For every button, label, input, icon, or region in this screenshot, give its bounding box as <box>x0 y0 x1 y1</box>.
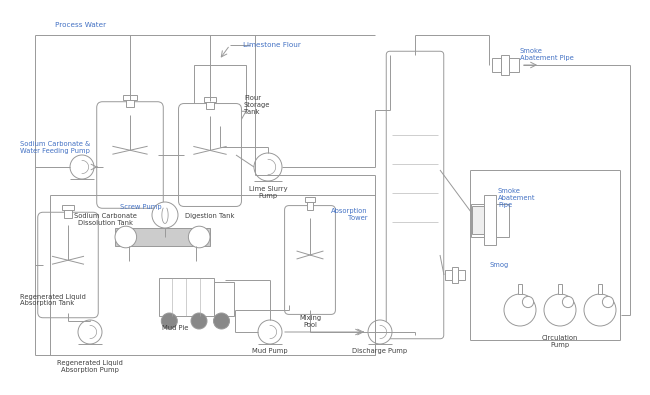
Bar <box>206 102 214 109</box>
Text: Sodium Carbonate &
Water Feeding Pump: Sodium Carbonate & Water Feeding Pump <box>20 141 90 154</box>
Text: Circulation
Pump: Circulation Pump <box>542 335 578 348</box>
Text: Absorption
Tower: Absorption Tower <box>332 209 368 222</box>
Bar <box>458 270 465 280</box>
Bar <box>518 284 522 294</box>
Bar <box>501 55 508 75</box>
Text: Process Water: Process Water <box>55 22 106 28</box>
Text: Discharge Pump: Discharge Pump <box>352 348 408 354</box>
Bar <box>64 210 72 218</box>
FancyBboxPatch shape <box>386 51 444 339</box>
Circle shape <box>523 296 534 308</box>
Bar <box>62 205 74 210</box>
Circle shape <box>584 294 616 326</box>
Bar <box>194 64 246 111</box>
Text: Digestion Tank: Digestion Tank <box>185 213 235 219</box>
Bar <box>305 197 315 202</box>
Text: Mixing
Pool: Mixing Pool <box>299 315 321 328</box>
Text: Mud Pump: Mud Pump <box>252 348 288 354</box>
FancyBboxPatch shape <box>97 102 163 208</box>
Bar <box>212 143 227 154</box>
Bar <box>126 100 134 107</box>
Circle shape <box>78 320 102 344</box>
Text: Regenerated Liquid
Absorption Tank: Regenerated Liquid Absorption Tank <box>20 293 86 307</box>
Bar <box>471 203 484 237</box>
Bar <box>452 267 458 283</box>
Text: Regenerated Liquid
Absorption Pump: Regenerated Liquid Absorption Pump <box>57 360 123 373</box>
Bar <box>508 58 519 71</box>
Bar <box>203 97 216 102</box>
Circle shape <box>191 313 207 329</box>
Text: Smog: Smog <box>490 262 509 268</box>
Bar <box>496 203 509 237</box>
Circle shape <box>504 294 536 326</box>
Bar <box>491 58 501 71</box>
Text: Smoke
Abatement Pipe: Smoke Abatement Pipe <box>520 48 574 61</box>
Bar <box>445 270 452 280</box>
Bar <box>124 95 136 100</box>
Polygon shape <box>194 111 246 143</box>
Text: Sodium Carbonate
Dissolution Tank: Sodium Carbonate Dissolution Tank <box>73 213 136 226</box>
Circle shape <box>161 313 177 329</box>
Text: Mud Pie: Mud Pie <box>162 325 188 331</box>
Circle shape <box>368 320 392 344</box>
Circle shape <box>562 296 573 308</box>
Text: Lime Slurry
Pump: Lime Slurry Pump <box>249 186 287 199</box>
Text: Screw Pump: Screw Pump <box>120 204 162 210</box>
Text: Limestone Flour: Limestone Flour <box>243 42 301 48</box>
Bar <box>214 282 234 316</box>
Bar <box>159 278 214 316</box>
FancyBboxPatch shape <box>179 103 241 207</box>
Bar <box>558 284 562 294</box>
Bar <box>598 284 602 294</box>
Circle shape <box>544 294 576 326</box>
Circle shape <box>152 202 178 228</box>
FancyBboxPatch shape <box>285 205 335 314</box>
Text: Flour
Storage
Tank: Flour Storage Tank <box>244 95 270 115</box>
Bar <box>115 228 210 246</box>
Circle shape <box>70 155 94 179</box>
Bar <box>484 195 496 245</box>
Circle shape <box>254 153 282 181</box>
Bar <box>307 202 313 210</box>
Circle shape <box>115 226 136 248</box>
Bar <box>472 206 484 234</box>
Circle shape <box>188 226 210 248</box>
Circle shape <box>258 320 282 344</box>
FancyBboxPatch shape <box>38 212 98 318</box>
Circle shape <box>213 313 229 329</box>
Text: Smoke
Abatement
Pipe: Smoke Abatement Pipe <box>498 188 536 208</box>
Circle shape <box>603 296 614 308</box>
